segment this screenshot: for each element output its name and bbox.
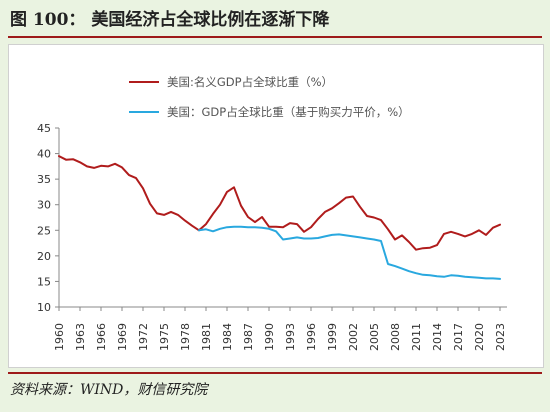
legend-label-1: 美国:名义GDP占全球比重（%） — [167, 75, 333, 89]
legend-label-2: 美国：GDP占全球比重（基于购买力平价，%） — [167, 105, 410, 119]
y-tick-label: 35 — [37, 173, 51, 186]
footer-rule — [8, 372, 542, 374]
y-tick-label: 45 — [37, 122, 51, 135]
x-tick-label: 2014 — [431, 323, 444, 351]
y-tick-label: 15 — [37, 275, 51, 288]
chart-title: 图 100： 美国经济占全球比例在逐渐下降 — [10, 10, 330, 30]
x-tick-label: 1993 — [284, 323, 297, 351]
x-tick-label: 2008 — [389, 323, 402, 351]
x-tick-label: 1972 — [137, 323, 150, 351]
x-tick-label: 1990 — [263, 323, 276, 351]
x-tick-label: 2023 — [494, 323, 507, 351]
y-tick-label: 40 — [37, 148, 51, 161]
x-tick-label: 1969 — [116, 323, 129, 351]
y-tick-label: 30 — [37, 199, 51, 212]
x-tick-label: 2017 — [452, 323, 465, 351]
x-tick-label: 1999 — [326, 323, 339, 351]
x-tick-label: 2002 — [347, 323, 360, 351]
x-tick-label: 2011 — [410, 323, 423, 351]
x-tick-label: 1996 — [305, 323, 318, 351]
x-tick-label: 1981 — [200, 323, 213, 351]
y-tick-label: 20 — [37, 250, 51, 263]
x-tick-label: 1960 — [53, 323, 66, 351]
x-tick-label: 2005 — [368, 323, 381, 351]
x-tick-label: 1963 — [74, 323, 87, 351]
x-tick-label: 1987 — [242, 323, 255, 351]
y-tick-label: 10 — [37, 301, 51, 314]
series-line-1 — [58, 155, 501, 251]
chart-panel: 10 15 20 25 30 35 40 45 1960 1963 1966 1969 1972 1975… — [8, 44, 544, 368]
x-tick-label: 2020 — [473, 323, 486, 351]
y-tick-label: 25 — [37, 224, 51, 237]
line-chart: 10 15 20 25 30 35 40 45 1960 1963 1966 1969 1972 1975… — [37, 75, 507, 351]
x-tick-label: 1966 — [95, 323, 108, 351]
source-note: 资料来源：WIND，财信研究院 — [10, 382, 208, 398]
x-tick-label: 1984 — [221, 323, 234, 351]
series-line-2 — [198, 225, 501, 280]
x-tick-label: 1975 — [158, 323, 171, 351]
title-rule — [8, 36, 542, 38]
x-tick-label: 1978 — [179, 323, 192, 351]
